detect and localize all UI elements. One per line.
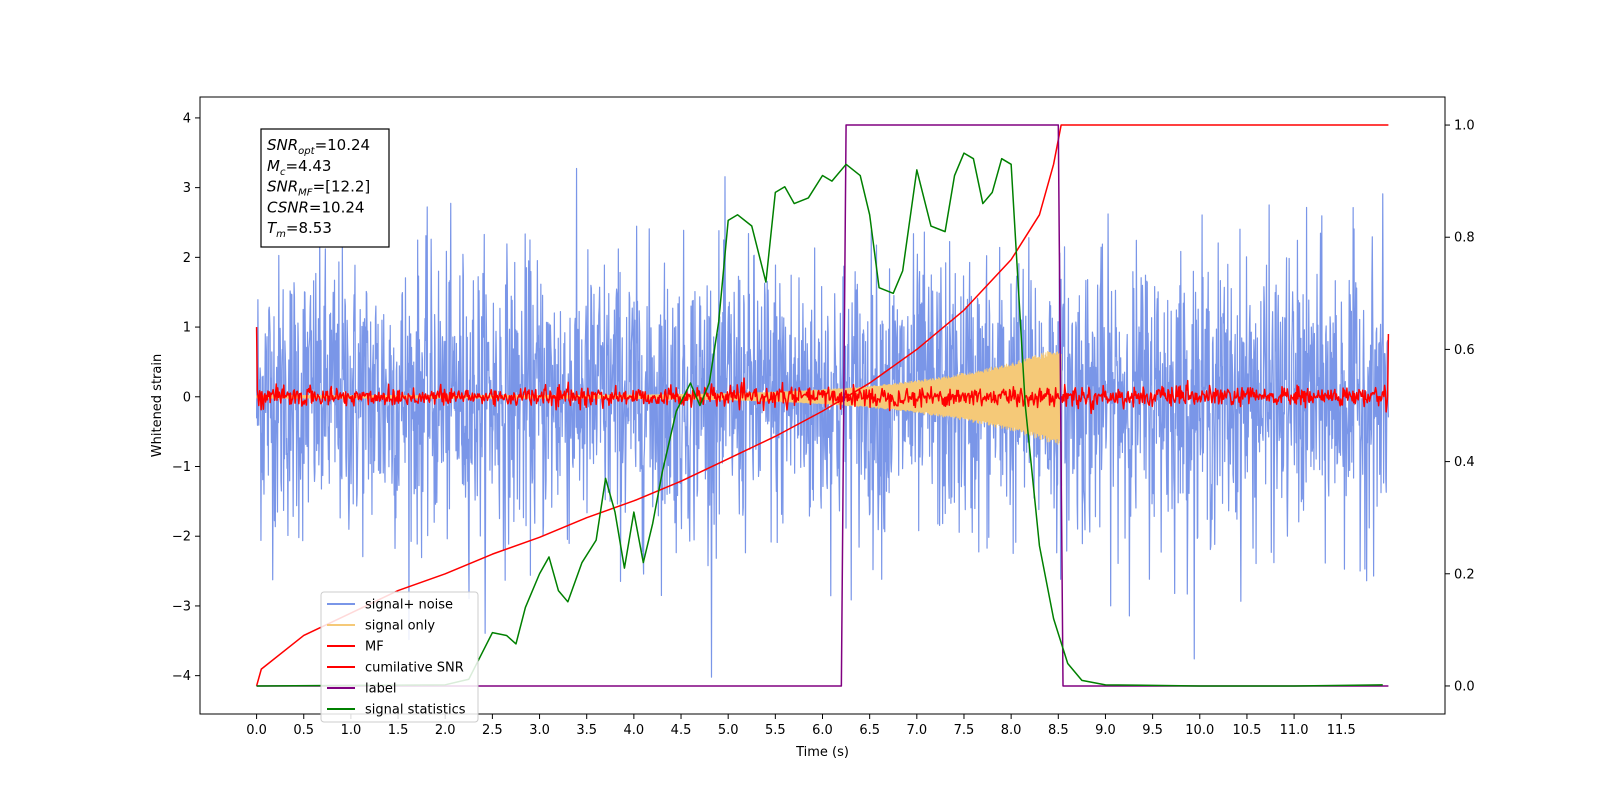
y2-tick-label: 0.8 [1454,231,1475,246]
annotation-line: Mc=4.43 [267,157,331,178]
y-tick-label: −2 [172,530,191,545]
x-tick-label: 7.5 [954,723,975,738]
legend-label-label: label [365,682,396,697]
x-axis-label: Time (s) [795,745,849,760]
x-tick-label: 9.5 [1142,723,1163,738]
y2-tick-label: 1.0 [1454,119,1475,134]
annotation-box: SNRopt=10.24Mc=4.43SNRMF=[12.2]CSNR=10.2… [260,128,390,248]
y-axis-left: 4 3 2 1 0 −1 −2 −3 −4 [172,111,200,684]
x-tick-label: 3.5 [576,723,597,738]
x-tick-label: 5.5 [765,723,786,738]
legend-frame [320,591,479,723]
annotation-line: SNRMF=[12.2] [267,178,370,199]
x-tick-label: 3.0 [529,723,550,738]
y2-tick-label: 0.0 [1454,679,1475,694]
annotation-line: CSNR=10.24 [267,198,364,216]
y-tick-label: −4 [172,669,191,684]
x-tick-label: 2.0 [435,723,456,738]
legend-mf-label: MF [365,640,384,655]
x-tick-label: 10.0 [1185,723,1214,738]
y-tick-label: −3 [172,599,191,614]
y-tick-label: 2 [183,251,191,266]
x-tick-label: 2.5 [482,723,503,738]
series-signal-only [256,348,1062,445]
y2-tick-label: 0.4 [1454,455,1475,470]
y-tick-label: 1 [183,321,191,336]
annotation-frame [260,128,390,248]
x-axis: 0.0 0.5 1.0 1.5 2.0 2.5 3.0 3.5 4.0 4.5 5.0 5.5 6.0 6… [246,714,1356,738]
x-tick-label: 8.0 [1001,723,1022,738]
series-label [256,124,1389,687]
x-tick-label: 4.5 [671,723,692,738]
y-tick-label: 3 [183,181,191,196]
y-tick-label: 0 [183,390,191,405]
series-signal-noise [255,167,1390,678]
y-axis-label: Whitened strain [150,354,165,457]
x-tick-label: 1.5 [388,723,409,738]
annotation-line: Tm=8.53 [267,219,332,240]
legend-cumilative-snr-label: cumilative SNR [365,661,464,676]
x-tick-label: 4.0 [624,723,645,738]
y2-tick-label: 0.2 [1454,567,1475,582]
y2-tick-label: 0.6 [1454,343,1475,358]
x-tick-label: 6.5 [859,723,880,738]
legend-signal-noise-label: signal+ noise [365,598,453,613]
y-tick-label: −1 [172,460,191,475]
x-tick-label: 6.0 [812,723,833,738]
x-tick-label: 0.5 [293,723,314,738]
x-tick-label: 10.5 [1232,723,1261,738]
x-tick-label: 1.0 [341,723,362,738]
x-tick-label: 9.0 [1095,723,1116,738]
legend-signal-only-label: signal only [365,619,435,634]
series-signal-statistics [256,152,1383,687]
x-tick-label: 11.5 [1327,723,1356,738]
y-axis-right: 1.0 0.8 0.6 0.4 0.2 0.0 [1445,119,1475,694]
y-tick-label: 4 [183,111,191,126]
annotation-line: SNRopt=10.24 [267,136,370,157]
series-mf [255,327,1390,415]
legend-signal-statistics-label: signal statistics [365,703,466,718]
x-tick-label: 5.0 [718,723,739,738]
x-tick-label: 7.0 [906,723,927,738]
legend: signal+ noise signal only MF cumilative SNR… [320,591,479,723]
x-tick-label: 8.5 [1048,723,1069,738]
x-tick-label: 0.0 [246,723,267,738]
x-tick-label: 11.0 [1280,723,1309,738]
